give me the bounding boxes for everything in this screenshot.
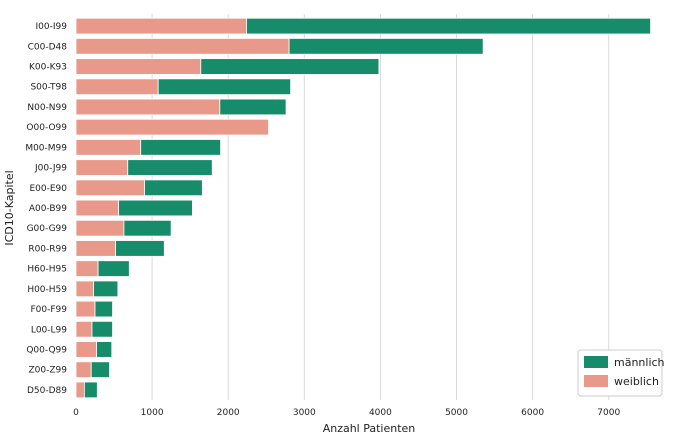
bar-maennlich <box>288 38 484 55</box>
x-tick-label: 2000 <box>217 408 240 418</box>
x-tick-labels: 0 1000 2000 3000 4000 5000 6000 7000 <box>73 408 620 418</box>
bar-weiblich <box>75 361 92 378</box>
bar-maennlich <box>144 179 203 197</box>
bar-maennlich <box>157 78 292 96</box>
y-tick-label: K00-K93 <box>29 63 67 73</box>
bar-weiblich <box>75 98 221 116</box>
x-tick-label: 0 <box>73 408 79 418</box>
bar-weiblich <box>75 78 159 96</box>
bar-weiblich <box>75 179 145 197</box>
bar-maennlich <box>96 341 113 358</box>
y-tick-label: A00-B99 <box>29 204 67 214</box>
y-tick-label: E00-E90 <box>29 184 67 194</box>
y-tick-label: H00-H59 <box>27 285 67 295</box>
legend-swatch <box>584 356 608 368</box>
bar-weiblich <box>75 341 97 358</box>
x-tick-label: 7000 <box>597 408 620 418</box>
bar-weiblich <box>75 240 116 257</box>
y-tick-label: N00-N99 <box>27 103 67 113</box>
x-tick-label: 4000 <box>369 408 392 418</box>
legend-swatch <box>584 375 608 387</box>
bar-maennlich <box>118 199 193 217</box>
x-tick-label: 3000 <box>293 408 316 418</box>
y-axis-title: ICD10-Kapitel <box>3 170 16 245</box>
bar-maennlich <box>140 139 221 156</box>
y-tick-label: J00-J99 <box>34 164 67 174</box>
bar-maennlich <box>91 320 113 338</box>
legend-label: männlich <box>614 356 665 369</box>
y-tick-label: I00-I99 <box>36 22 68 32</box>
y-tick-label: D50-D89 <box>27 386 67 396</box>
y-tick-label: L00-L99 <box>31 325 67 335</box>
bar-weiblich <box>75 139 142 156</box>
bar-maennlich <box>246 17 651 35</box>
y-tick-label: C00-D48 <box>28 42 68 52</box>
y-tick-label: O00-O99 <box>26 123 67 133</box>
x-tick-label: 5000 <box>445 408 468 418</box>
bar-weiblich <box>75 280 94 298</box>
bar-maennlich <box>90 361 110 378</box>
bar-maennlich <box>123 219 172 237</box>
y-tick-label: R00-R99 <box>28 244 67 254</box>
bar-weiblich <box>75 159 129 176</box>
bar-weiblich <box>75 199 120 217</box>
grid-lines <box>151 14 610 400</box>
bar-maennlich <box>115 240 165 257</box>
y-tick-labels: I00-I99 C00-D48 K00-K93 S00-T98 N00-N99 O00-O… <box>25 22 67 396</box>
bar-maennlich <box>200 58 380 75</box>
bars <box>75 17 651 399</box>
bar-weiblich <box>75 17 247 35</box>
y-tick-label: G00-G99 <box>27 224 68 234</box>
bar-weiblich <box>75 381 85 399</box>
x-axis-title: Anzahl Patienten <box>323 422 416 435</box>
y-tick-label: M00-M99 <box>25 143 67 153</box>
y-tick-label: Q00-Q99 <box>26 345 67 355</box>
bar-maennlich <box>219 98 287 116</box>
legend-label: weiblich <box>614 375 659 388</box>
y-tick-label: Z00-Z99 <box>29 366 68 376</box>
bar-maennlich <box>93 280 119 298</box>
bar-maennlich <box>94 300 113 318</box>
bar-maennlich <box>83 381 98 399</box>
y-tick-label: S00-T98 <box>30 83 67 93</box>
x-tick-label: 1000 <box>141 408 164 418</box>
bar-maennlich <box>127 159 213 176</box>
legend: männlich weiblich <box>577 349 665 397</box>
bar-weiblich <box>75 219 125 237</box>
bar-weiblich <box>75 118 269 136</box>
bar-weiblich <box>75 38 290 55</box>
bar-weiblich <box>75 300 96 318</box>
bar-maennlich <box>97 260 130 277</box>
bar-weiblich <box>75 58 202 75</box>
y-tick-label: H60-H95 <box>27 265 67 275</box>
y-tick-label: F00-F99 <box>30 305 67 315</box>
x-tick-label: 6000 <box>521 408 544 418</box>
bar-weiblich <box>75 320 93 338</box>
bar-weiblich <box>75 260 99 277</box>
